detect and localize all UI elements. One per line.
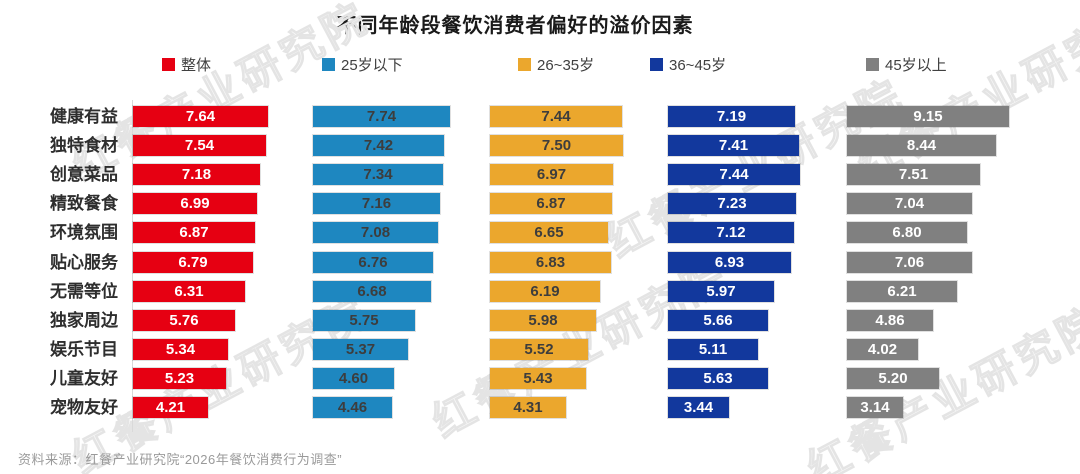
bar: 7.23 (668, 193, 796, 215)
bar: 5.37 (313, 338, 408, 360)
bar: 7.04 (847, 193, 972, 215)
legend-label: 36~45岁 (669, 56, 727, 74)
legend-item: 25岁以下 (322, 56, 403, 74)
legend-label: 整体 (181, 56, 212, 74)
category-label: 环境氛围 (50, 223, 118, 243)
bar: 6.65 (490, 222, 608, 244)
bar: 6.99 (133, 193, 257, 215)
category-label: 贴心服务 (50, 252, 118, 272)
legend-label: 45岁以上 (885, 56, 947, 74)
bar: 4.02 (847, 338, 918, 360)
bar: 6.21 (847, 280, 957, 302)
bar: 6.87 (490, 193, 612, 215)
bar: 6.87 (133, 222, 255, 244)
source-note: 资料来源：红餐产业研究院“2026年餐饮消费行为调查” (18, 452, 343, 467)
legend-swatch (650, 57, 663, 71)
bar: 7.16 (313, 193, 440, 215)
bar: 3.14 (847, 397, 903, 418)
bar: 3.44 (668, 397, 729, 418)
legend-swatch (518, 57, 531, 71)
bar: 5.66 (668, 309, 768, 331)
bar: 5.97 (668, 280, 774, 302)
bar: 6.68 (313, 280, 431, 302)
bar: 6.31 (133, 280, 245, 302)
bar: 7.50 (490, 135, 623, 157)
category-label: 宠物友好 (50, 398, 118, 417)
bar: 7.41 (668, 135, 799, 157)
bar: 7.54 (133, 135, 266, 157)
legend-item: 整体 (162, 56, 212, 74)
chart-title: 不同年龄段餐饮消费者偏好的溢价因素 (336, 15, 694, 37)
category-label: 娱乐节目 (50, 339, 118, 359)
bar: 7.18 (133, 164, 260, 186)
bar: 7.12 (668, 222, 794, 244)
bar: 7.42 (313, 135, 444, 157)
bar: 5.98 (490, 309, 596, 331)
bar: 5.11 (668, 338, 758, 360)
bar: 7.06 (847, 251, 972, 273)
category-label: 无需等位 (50, 281, 118, 301)
category-label: 独家周边 (50, 310, 118, 330)
legend-item: 26~35岁 (518, 56, 595, 74)
bar: 8.44 (847, 135, 996, 157)
bar: 6.19 (490, 280, 600, 302)
legend-swatch (866, 57, 879, 71)
category-axis-line (132, 100, 133, 432)
bar: 5.20 (847, 367, 939, 389)
bar: 5.75 (313, 309, 415, 331)
bar: 9.15 (847, 106, 1009, 127)
bar: 7.08 (313, 222, 438, 244)
bar: 7.64 (133, 106, 268, 127)
legend-swatch (162, 57, 175, 71)
bar: 6.79 (133, 251, 253, 273)
bar: 5.52 (490, 338, 588, 360)
bar: 5.63 (668, 367, 768, 389)
bar: 7.34 (313, 164, 443, 186)
category-label: 独特食材 (50, 136, 118, 156)
bar: 7.44 (668, 164, 800, 186)
legend-item: 36~45岁 (650, 56, 727, 74)
bar: 4.46 (313, 397, 392, 418)
bar: 7.74 (313, 106, 450, 127)
legend-label: 25岁以下 (341, 56, 403, 74)
legend-label: 26~35岁 (537, 56, 595, 74)
bar: 6.76 (313, 251, 433, 273)
legend-item: 45岁以上 (866, 56, 947, 74)
bar: 4.60 (313, 367, 394, 389)
bar: 4.21 (133, 397, 208, 418)
bar: 5.76 (133, 309, 235, 331)
bar: 5.34 (133, 338, 228, 360)
category-label: 精致餐食 (50, 194, 118, 214)
bar: 4.86 (847, 309, 933, 331)
bar: 7.19 (668, 106, 795, 127)
legend-swatch (322, 57, 335, 71)
bar: 6.80 (847, 222, 967, 244)
bar: 6.83 (490, 251, 611, 273)
bar: 7.51 (847, 164, 980, 186)
bar: 6.93 (668, 251, 791, 273)
category-label: 健康有益 (50, 107, 118, 126)
category-label: 创意菜品 (50, 165, 118, 185)
bar: 6.97 (490, 164, 613, 186)
bar: 5.43 (490, 367, 586, 389)
category-label: 儿童友好 (50, 368, 118, 388)
bar: 5.23 (133, 367, 226, 389)
bar: 4.31 (490, 397, 566, 418)
bar: 7.44 (490, 106, 622, 127)
